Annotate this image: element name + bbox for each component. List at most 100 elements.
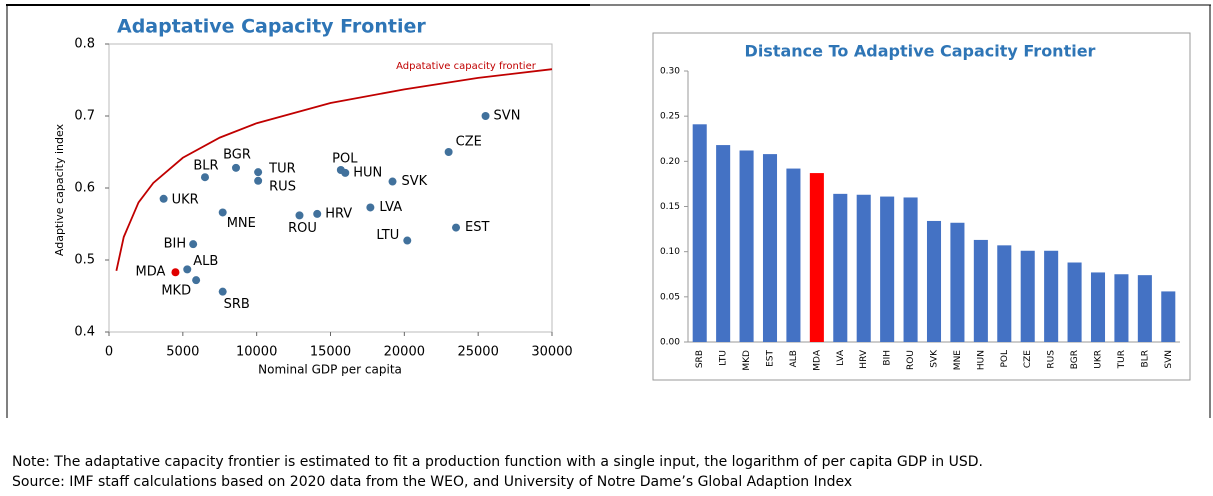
bar xyxy=(833,193,848,342)
x-tick-label: LTU xyxy=(719,350,729,366)
y-tick-label: 0.5 xyxy=(74,253,95,268)
point-label: TUR xyxy=(268,162,296,177)
data-point xyxy=(218,287,227,296)
x-tick-label: SRB xyxy=(695,350,705,368)
data-point xyxy=(481,112,490,120)
x-tick-label: BLR xyxy=(1140,350,1150,367)
x-tick-label: SVK xyxy=(930,349,940,368)
data-point xyxy=(254,176,263,185)
data-point xyxy=(231,163,240,172)
point-label: POL xyxy=(332,152,358,167)
bar xyxy=(1161,291,1176,342)
x-tick-label: BGR xyxy=(1070,350,1080,369)
data-point xyxy=(313,209,322,218)
y-tick-label: 0.20 xyxy=(660,157,680,167)
x-tick-label: BIH xyxy=(883,350,893,366)
point-label: BGR xyxy=(223,147,251,162)
point-label: CZE xyxy=(456,135,482,150)
x-tick-label: RUS xyxy=(1047,350,1057,369)
x-tick-label: TUR xyxy=(1117,350,1127,369)
point-label: SVK xyxy=(402,174,428,189)
x-tick-label: HUN xyxy=(976,350,986,370)
x-tick-label: 20000 xyxy=(384,345,425,360)
chart-title: Distance To Adaptive Capacity Frontier xyxy=(745,42,1096,61)
data-point xyxy=(295,211,304,220)
frontier-line xyxy=(115,68,553,271)
bar xyxy=(856,194,871,342)
y-tick-label: 0.15 xyxy=(660,202,680,212)
x-tick-label: HRV xyxy=(859,349,869,369)
x-tick-label: SVN xyxy=(1164,350,1174,369)
x-tick-label: LVA xyxy=(836,349,846,366)
data-point xyxy=(341,168,350,177)
point-label: MNE xyxy=(227,216,256,231)
bar xyxy=(950,222,965,342)
point-label: SRB xyxy=(224,297,250,312)
point-label: EST xyxy=(465,220,489,235)
data-point xyxy=(189,240,198,249)
y-tick-label: 0.00 xyxy=(660,338,680,348)
x-tick-label: 0 xyxy=(105,345,113,360)
bar xyxy=(1137,275,1152,342)
point-label: RUS xyxy=(269,179,296,194)
point-label: MDA xyxy=(136,265,166,280)
point-label: LVA xyxy=(379,200,402,215)
x-tick-label: MNE xyxy=(953,350,963,370)
x-tick-label: ROU xyxy=(906,350,916,370)
x-tick-label: POL xyxy=(1000,350,1010,368)
point-label: SVN xyxy=(494,109,521,124)
bar xyxy=(1044,250,1059,342)
bar xyxy=(1020,250,1035,342)
y-tick-label: 0.30 xyxy=(660,67,680,77)
bar xyxy=(880,196,895,342)
bar xyxy=(1090,272,1106,342)
x-axis-label: Nominal GDP per capita xyxy=(258,363,402,377)
y-tick-label: 0.4 xyxy=(74,325,95,340)
x-tick-label: 15000 xyxy=(310,345,351,360)
x-tick-label: MDA xyxy=(812,349,822,371)
y-axis-label: Adaptive capacity index xyxy=(53,123,66,256)
x-tick-label: MKD xyxy=(742,350,752,371)
point-label: ALB xyxy=(193,254,218,269)
y-tick-label: 0.05 xyxy=(660,292,680,302)
data-point xyxy=(366,203,375,212)
data-point xyxy=(183,265,192,274)
y-tick-label: 0.7 xyxy=(74,109,95,124)
point-label: ROU xyxy=(288,221,317,236)
bar-chart-frame xyxy=(652,32,1191,381)
y-tick-label: 0.6 xyxy=(74,181,95,196)
x-tick-label: CZE xyxy=(1023,350,1033,368)
source: Source: IMF staff calculations based on … xyxy=(12,474,852,490)
chart-title: Adaptative Capacity Frontier xyxy=(117,16,426,38)
bar xyxy=(1114,274,1129,342)
data-point xyxy=(444,148,453,156)
bar xyxy=(809,173,824,342)
data-point xyxy=(200,173,209,182)
x-tick-label: ALB xyxy=(789,350,799,367)
data-point xyxy=(254,168,263,177)
bar xyxy=(739,150,754,342)
data-point xyxy=(388,177,397,186)
bar xyxy=(903,197,918,342)
data-point xyxy=(159,194,168,203)
point-label: HUN xyxy=(353,165,382,180)
x-tick-label: 25000 xyxy=(457,345,498,360)
bar xyxy=(926,220,942,342)
frontier-label: Adpatative capacity frontier xyxy=(396,61,537,72)
bar xyxy=(1067,262,1082,342)
y-tick-label: 0.8 xyxy=(74,37,95,52)
point-label: LTU xyxy=(376,228,399,243)
point-label: BLR xyxy=(193,159,218,174)
x-tick-label: 5000 xyxy=(166,345,199,360)
point-label: BIH xyxy=(164,237,187,252)
bar xyxy=(762,154,778,342)
data-point xyxy=(403,236,412,245)
data-point xyxy=(171,268,180,277)
point-label: MKD xyxy=(161,284,191,299)
data-point xyxy=(218,208,227,217)
note: Note: The adaptative capacity frontier i… xyxy=(12,454,983,470)
y-tick-label: 0.25 xyxy=(660,112,680,122)
bar xyxy=(997,245,1012,342)
data-point xyxy=(452,223,461,232)
